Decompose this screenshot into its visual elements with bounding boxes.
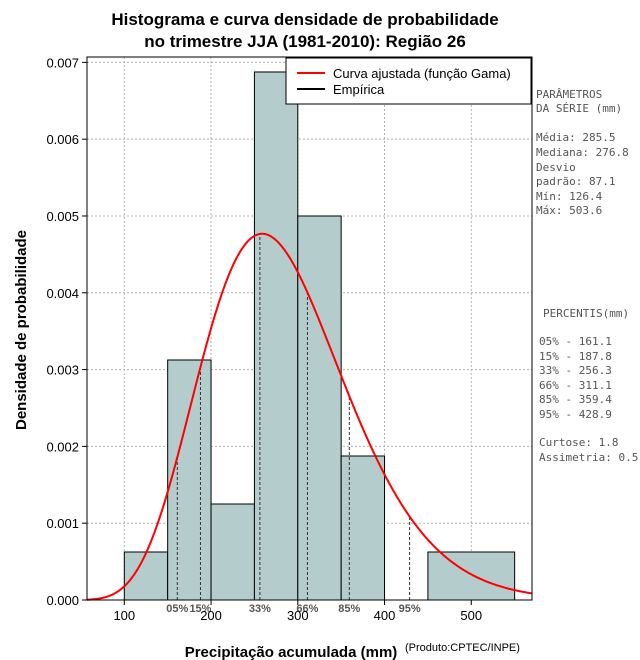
- param-padrao: padrão: 87.1: [536, 175, 615, 188]
- legend-label-empirical: Empírica: [333, 82, 385, 97]
- y-tick-label-0: 0.000: [46, 593, 79, 608]
- y-tick-label-7: 0.007: [46, 55, 79, 70]
- percentile-label-3: 66%: [296, 603, 318, 615]
- histogram-bar-0: [123, 551, 169, 601]
- legend-label-curve: Curva ajustada (função Gama): [333, 66, 511, 81]
- parametros-title-2: DA SÉRIE (mm): [536, 102, 622, 115]
- chart-title-line-1: Histograma e curva densidade de probabil…: [111, 10, 498, 29]
- product-credit: (Produto:CPTEC/INPE): [405, 642, 520, 654]
- histogram-bar-2: [210, 503, 255, 601]
- param-max: Máx: 503.6: [536, 204, 602, 217]
- y-tick-label-4: 0.004: [46, 286, 79, 301]
- percentil-05: 05% - 161.1: [539, 335, 612, 348]
- x-tick-label-2: 300: [287, 608, 309, 623]
- histogram-bar-3: [253, 71, 299, 601]
- param-min: Mín: 126.4: [536, 190, 603, 203]
- percentil-66: 66% - 311.1: [539, 379, 612, 392]
- axes: 100 200 300 400 500 0.000 0.001 0.002 0.003 0.004…: [46, 55, 482, 623]
- chart-title-line-2: no trimestre JJA (1981-2010): Região 26: [144, 32, 466, 51]
- side-panel: PARÂMETROS DA SÉRIE (mm) Média: 285.5 Me…: [536, 88, 638, 464]
- histogram-bar-1: [167, 359, 212, 601]
- percentile-label-4: 85%: [338, 603, 360, 615]
- y-tick-label-5: 0.005: [46, 209, 79, 224]
- x-tick-label-0: 100: [113, 608, 135, 623]
- param-mediana: Mediana: 276.8: [536, 146, 629, 159]
- histogram-bar-5: [340, 455, 386, 601]
- x-tick-label-3: 400: [374, 608, 396, 623]
- histogram-bars: [123, 71, 516, 601]
- percentil-15: 15% - 187.8: [539, 350, 612, 363]
- percentil-33: 33% - 256.3: [539, 364, 612, 377]
- x-axis-title: Precipitação acumulada (mm): [185, 644, 398, 660]
- percentile-lines: 05% 15% 33% 66% 85% 95%: [166, 233, 421, 615]
- param-media: Média: 285.5: [536, 131, 615, 144]
- histogram-bar-4: [297, 215, 342, 601]
- percentile-label-2: 33%: [249, 603, 271, 615]
- stat-assimetria: Assimetria: 0.5: [539, 451, 638, 464]
- x-tick-label-4: 500: [460, 608, 482, 623]
- percentil-85: 85% - 359.4: [539, 393, 612, 406]
- percentis-title: PERCENTIS(mm): [543, 307, 629, 320]
- percentile-label-1: 15%: [189, 603, 211, 615]
- y-axis-title: Densidade de probabilidade: [13, 230, 30, 430]
- legend-box: [285, 57, 532, 105]
- percentile-label-5: 95%: [399, 603, 421, 615]
- gamma-curve: [87, 232, 533, 601]
- stat-curtose: Curtose: 1.8: [539, 436, 618, 449]
- y-tick-label-6: 0.006: [46, 132, 79, 147]
- plot-frame: [86, 56, 533, 601]
- y-tick-label-3: 0.003: [46, 363, 79, 378]
- parametros-title-1: PARÂMETROS: [536, 88, 602, 101]
- histogram-bar-7: [427, 551, 516, 601]
- param-desvio: Desvio: [536, 161, 576, 174]
- x-tick-label-1: 200: [200, 608, 222, 623]
- gamma-curve-layer: [87, 232, 533, 601]
- percentil-95: 95% - 428.9: [539, 408, 612, 421]
- y-tick-label-1: 0.001: [46, 516, 79, 531]
- legend: Curva ajustada (função Gama) Empírica: [285, 57, 532, 105]
- percentile-label-0: 05%: [166, 603, 188, 615]
- y-tick-label-2: 0.002: [46, 439, 79, 454]
